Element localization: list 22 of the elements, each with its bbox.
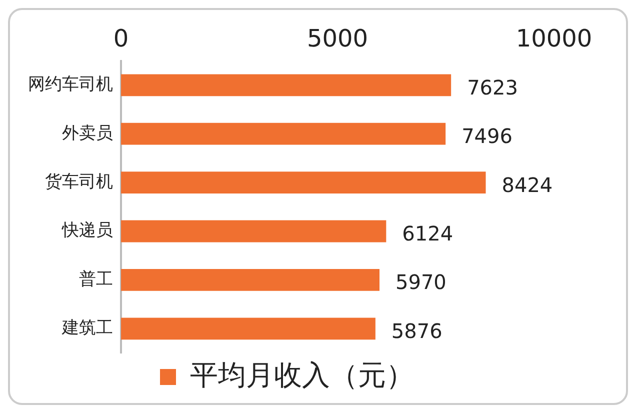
y-tick-label: 网约车司机 <box>28 74 113 95</box>
bar <box>121 268 380 291</box>
bar <box>121 122 446 145</box>
legend-label: 平均月收入（元） <box>190 358 414 392</box>
data-label: 7496 <box>462 124 512 148</box>
data-label: 6124 <box>402 221 454 246</box>
bar <box>121 318 376 340</box>
x-tick-label: 10000 <box>516 24 592 53</box>
bar <box>121 220 386 242</box>
y-tick-label: 外卖员 <box>62 123 113 144</box>
y-tick-label: 货车司机 <box>45 172 113 192</box>
bar <box>121 172 486 194</box>
data-label: 8424 <box>502 172 553 197</box>
data-label: 5970 <box>396 270 446 294</box>
data-label: 7623 <box>467 75 518 100</box>
y-tick-label: 普工 <box>79 269 113 290</box>
data-label: 5876 <box>391 318 442 343</box>
y-tick-label: 快递员 <box>61 220 113 241</box>
x-tick-label: 5000 <box>306 24 368 53</box>
x-tick-label: 0 <box>113 24 129 53</box>
bar <box>121 74 452 96</box>
y-tick-label: 建筑工 <box>61 318 113 338</box>
